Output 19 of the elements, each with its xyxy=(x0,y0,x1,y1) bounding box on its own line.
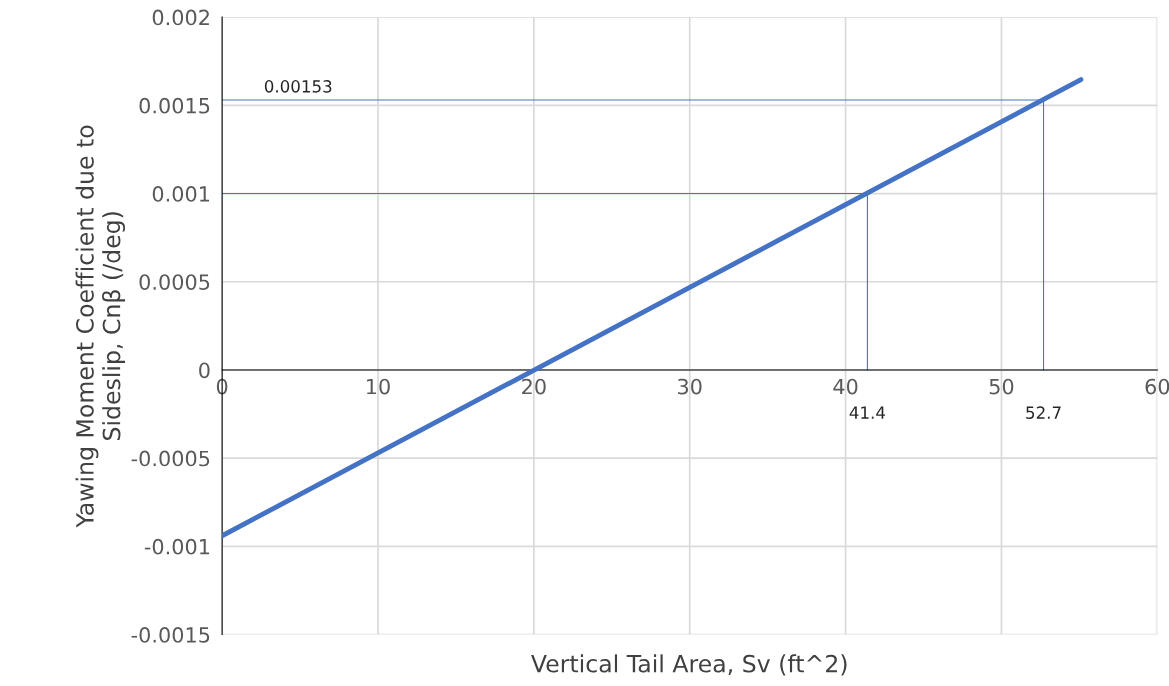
annotation: 52.7 xyxy=(1026,406,1061,419)
y-tick-label: 0.0005 xyxy=(139,274,210,290)
annotation: 0.00153 xyxy=(264,80,332,93)
x-tick-label: 10 xyxy=(367,378,390,395)
x-tick-label: 40 xyxy=(833,378,858,395)
x-tick-label: 20 xyxy=(522,378,546,395)
y-axis-title: Yawing Moment Coefficient due to Sideslip, Cnβ (/deg) xyxy=(75,125,126,528)
y-tick-label: -0.001 xyxy=(144,538,210,555)
x-tick-label: 30 xyxy=(678,378,702,395)
y-tick-label: 0.0015 xyxy=(139,97,210,114)
y-tick-label: -0.0005 xyxy=(131,450,210,467)
x-tick-label: 60 xyxy=(1145,378,1169,395)
y-tick-label: 0 xyxy=(199,362,210,379)
x-tick-label: 50 xyxy=(989,378,1014,395)
y-tick-label: 0.002 xyxy=(152,9,209,26)
y-tick-label: 0.001 xyxy=(152,186,210,202)
y-tick-label: -0.0015 xyxy=(131,627,210,643)
x-axis-title: Vertical Tail Area, Sv (ft^2) xyxy=(531,654,847,676)
annotation: 41.4 xyxy=(849,406,886,419)
